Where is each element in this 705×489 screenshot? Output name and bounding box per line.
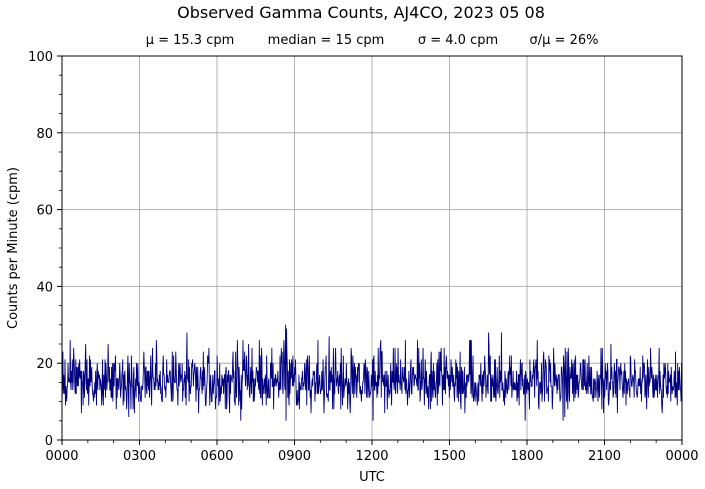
x-axis: 0000 0300 0600 0900 1200 1500 1800 2100 0000 bbox=[45, 440, 699, 464]
x-tick-label: 0000 bbox=[45, 449, 78, 464]
x-tick-label: 2100 bbox=[588, 449, 621, 464]
y-tick-label: 0 bbox=[45, 434, 53, 449]
x-tick-label: 0900 bbox=[278, 449, 311, 464]
y-tick-label: 80 bbox=[36, 127, 53, 142]
x-tick-label: 0600 bbox=[200, 449, 233, 464]
y-axis-label: Counts per Minute (cpm) bbox=[6, 167, 21, 329]
series-group bbox=[61, 324, 683, 421]
x-tick-label: 0300 bbox=[123, 449, 156, 464]
stat-ratio: σ/μ = 26% bbox=[530, 33, 599, 48]
stat-mean: μ = 15.3 cpm bbox=[146, 33, 235, 48]
x-tick-label: 0000 bbox=[665, 449, 698, 464]
grid-lines bbox=[62, 56, 682, 440]
x-axis-label: UTC bbox=[359, 470, 385, 485]
y-tick-label: 20 bbox=[36, 357, 53, 372]
x-tick-label: 1800 bbox=[510, 449, 543, 464]
series-line bbox=[61, 324, 683, 421]
x-tick-label: 1500 bbox=[433, 449, 466, 464]
stat-median: median = 15 cpm bbox=[268, 33, 385, 48]
stat-sigma: σ = 4.0 cpm bbox=[418, 33, 498, 48]
chart-title: Observed Gamma Counts, AJ4CO, 2023 05 08 bbox=[177, 3, 545, 22]
y-axis: 0 20 40 60 80 100 bbox=[28, 50, 62, 449]
y-tick-label: 60 bbox=[36, 204, 53, 219]
x-tick-label: 1200 bbox=[355, 449, 388, 464]
y-tick-label: 100 bbox=[28, 50, 53, 65]
y-tick-label: 40 bbox=[36, 280, 53, 295]
